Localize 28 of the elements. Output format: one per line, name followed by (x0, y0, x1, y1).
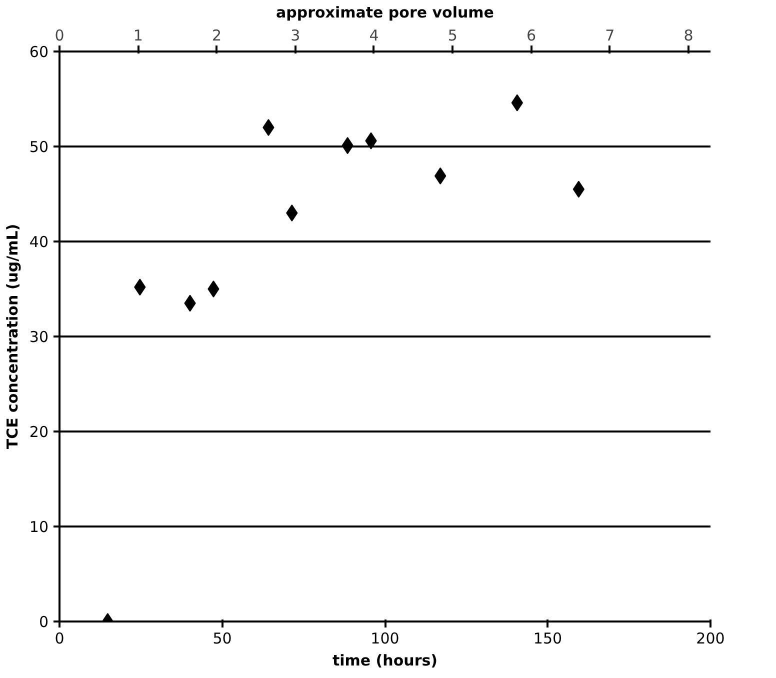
y-tick-label: 60 (29, 43, 49, 61)
point (262, 119, 274, 136)
x2-tick-label: 7 (605, 26, 615, 44)
x2-tick-label: 6 (526, 26, 536, 44)
x2-tick-label: 1 (133, 26, 143, 44)
x-tick-label: 150 (533, 630, 562, 648)
x-tick-label: 0 (54, 630, 64, 648)
x-tick-label: 50 (212, 630, 232, 648)
x-axis-title: time (hours) (332, 652, 438, 670)
x2-tick-label: 0 (54, 26, 64, 44)
x2-tick-label: 4 (369, 26, 379, 44)
point (208, 280, 220, 298)
y-tick-label: 50 (29, 138, 49, 156)
x2-tick-label: 2 (212, 26, 222, 44)
y-tick-label: 20 (29, 423, 49, 441)
y-tick-label: 10 (29, 518, 49, 536)
x2-tick-label: 3 (290, 26, 300, 44)
point (286, 204, 298, 222)
point (572, 180, 585, 198)
x2-tick-label: 8 (684, 26, 694, 44)
y-tick-label: 30 (29, 328, 49, 346)
x2-tick-label: 5 (448, 26, 458, 44)
y-tick-label: 40 (29, 233, 49, 251)
x2-axis-title: approximate pore volume (276, 4, 494, 22)
x-tick-label: 200 (696, 630, 725, 648)
y-axis-title: TCE concentration (ug/mL) (3, 224, 22, 450)
x-tick-label: 100 (370, 630, 400, 648)
y-tick-label: 0 (38, 613, 49, 631)
